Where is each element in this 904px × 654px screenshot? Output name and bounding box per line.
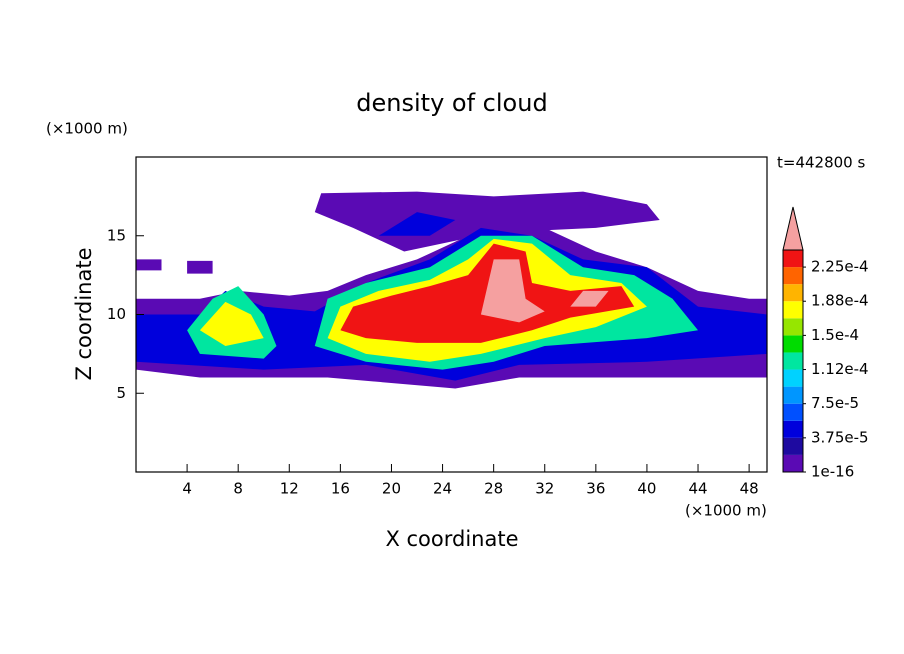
time-annotation: t=442800 s bbox=[777, 154, 865, 172]
x-tick-label: 28 bbox=[484, 480, 503, 498]
colorbar-tick-label: 1.88e-4 bbox=[811, 292, 869, 310]
colorbar-tick-label: 2.25e-4 bbox=[811, 258, 869, 276]
contour-region bbox=[187, 260, 213, 274]
colorbar-tick-label: 7.5e-5 bbox=[811, 394, 859, 412]
x-tick-label: 36 bbox=[586, 480, 605, 498]
colorbar-band bbox=[783, 301, 803, 319]
y-tick-label: 10 bbox=[107, 305, 126, 323]
contour-field bbox=[136, 191, 767, 389]
x-tick-label: 44 bbox=[688, 480, 707, 498]
y-tick-label: 15 bbox=[107, 226, 126, 244]
colorbar-tick-label: 1.12e-4 bbox=[811, 360, 869, 378]
colorbar-tick-label: 3.75e-5 bbox=[811, 428, 869, 446]
x-tick-label: 40 bbox=[637, 480, 656, 498]
x-tick-label: 32 bbox=[535, 480, 554, 498]
y-unit: (×1000 m) bbox=[46, 120, 128, 138]
contour-region bbox=[314, 191, 660, 252]
contour-region bbox=[570, 290, 609, 307]
y-tick-label: 5 bbox=[116, 384, 126, 402]
colorbar-band bbox=[783, 369, 803, 387]
colorbar-band bbox=[783, 454, 803, 472]
chart-title: density of cloud bbox=[356, 89, 547, 117]
x-tick-label: 8 bbox=[233, 480, 243, 498]
colorbar-band bbox=[783, 437, 803, 455]
contour-region bbox=[378, 212, 456, 236]
contour-region bbox=[136, 259, 162, 271]
colorbar-band bbox=[783, 250, 803, 268]
x-tick-label: 12 bbox=[280, 480, 299, 498]
x-tick-label: 24 bbox=[433, 480, 452, 498]
colorbar-band bbox=[783, 318, 803, 336]
y-axis-label: Z coordinate bbox=[72, 247, 96, 380]
x-unit: (×1000 m) bbox=[685, 502, 767, 520]
colorbar-frame bbox=[782, 249, 804, 473]
colorbar-tick-label: 1e-16 bbox=[811, 463, 854, 481]
colorbar-band bbox=[783, 386, 803, 404]
colorbar-tick-label: 1.5e-4 bbox=[811, 326, 859, 344]
x-axis-label: X coordinate bbox=[385, 527, 518, 551]
x-tick-label: 48 bbox=[740, 480, 759, 498]
colorbar-band bbox=[783, 420, 803, 438]
x-tick-label: 4 bbox=[182, 480, 192, 498]
contour-region bbox=[480, 259, 545, 323]
colorbar-extension bbox=[782, 206, 804, 251]
colorbar-band bbox=[783, 352, 803, 370]
x-tick-label: 16 bbox=[331, 480, 350, 498]
colorbar-band bbox=[783, 403, 803, 421]
contour-region bbox=[199, 301, 264, 346]
colorbar-band bbox=[783, 284, 803, 302]
colorbar-band bbox=[783, 335, 803, 353]
colorbar-band bbox=[783, 267, 803, 285]
x-tick-label: 20 bbox=[382, 480, 401, 498]
